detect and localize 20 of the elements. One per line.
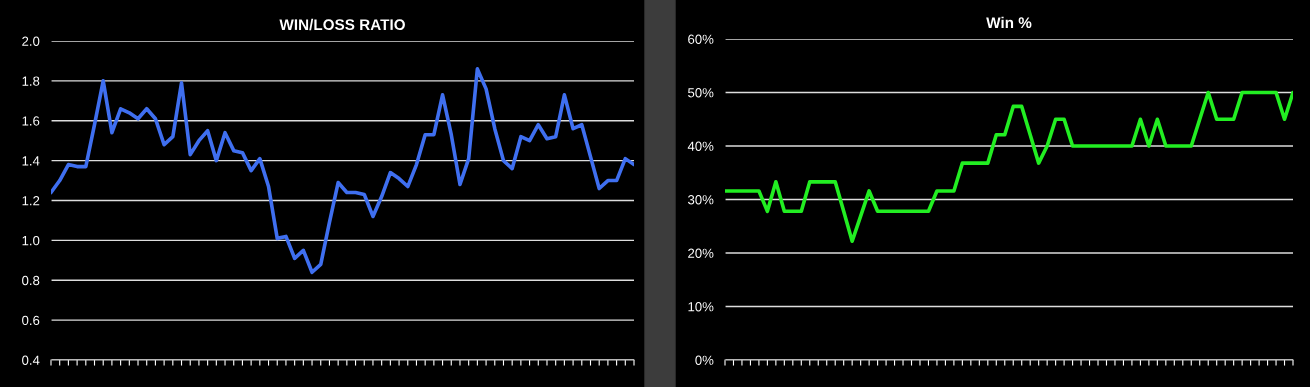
chart-title: Win % <box>986 16 1032 29</box>
y-tick-label: 50% <box>688 88 714 98</box>
y-tick-label: 60% <box>688 34 714 44</box>
y-tick-label: 2.0 <box>22 36 40 46</box>
y-tick-label: 30% <box>687 195 714 205</box>
y-tick-label: 1.0 <box>22 235 40 246</box>
y-tick-label: 1.2 <box>22 196 40 206</box>
y-tick-label: 20% <box>688 248 714 258</box>
y-tick-label: 10% <box>688 302 714 312</box>
line-series <box>51 67 634 275</box>
y-tick-label: 0% <box>695 355 714 365</box>
y-tick-label: 1.6 <box>22 116 40 126</box>
y-tick-label: 0.6 <box>22 315 40 326</box>
y-tick-label: 0.4 <box>22 355 40 365</box>
y-tick-label: 40% <box>687 141 714 151</box>
y-tick-label: 1.8 <box>22 76 40 86</box>
chart-title: WIN/LOSS RATIO <box>279 18 405 31</box>
y-tick-label: 1.4 <box>22 156 40 166</box>
line-series <box>725 90 1293 244</box>
y-tick-label: 0.8 <box>22 275 40 286</box>
